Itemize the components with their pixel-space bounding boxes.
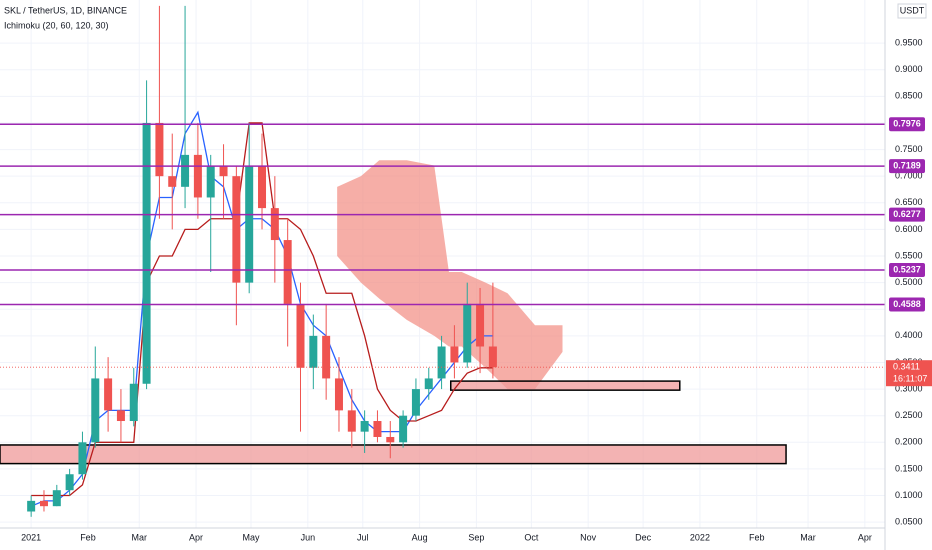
y-tick-label: 0.2000 [895,437,923,447]
x-tick-label: Feb [80,532,96,542]
last-price-label: 0.3411 [893,362,920,372]
x-tick-label: Apr [189,532,203,542]
candle-body [322,335,331,379]
candle-body [463,303,472,363]
candle-body [39,500,48,507]
level-label: 0.4588 [893,299,921,309]
last-price-box [886,360,932,387]
chart-title: SKL / TetherUS, 1D, BINANCE [4,5,127,15]
candle-body [78,442,87,475]
x-tick-label: Aug [412,532,428,542]
zone-box [449,380,681,391]
y-tick-label: 0.6500 [895,197,923,207]
x-tick-label: May [243,532,261,542]
candle-body [360,421,369,432]
candle-body [91,378,100,443]
candle-body [168,176,177,187]
x-tick-label: Feb [749,532,765,542]
y-tick-label: 0.8500 [895,91,923,101]
candle-body [116,410,125,422]
candle-body [27,500,36,512]
level-label: 0.5237 [893,264,921,274]
level-label: 0.6277 [893,209,921,219]
currency-box [897,3,927,19]
candle-body [104,378,113,411]
y-tick-label: 0.7000 [895,171,923,181]
x-tick-label: Apr [858,532,872,542]
candle-body [450,346,459,363]
level-label: 0.7976 [893,119,921,129]
level-label: 0.7189 [893,160,921,170]
zone-box [0,444,787,465]
level-label-box [889,207,925,222]
currency-label: USDT [900,5,925,15]
candle-body [245,165,254,283]
candle-body [258,165,267,209]
candle-body [283,240,292,304]
candle-body [411,389,420,416]
y-tick-label: 0.2500 [895,410,923,420]
countdown-label: 16:11:07 [893,374,927,384]
y-tick-label: 0.7500 [895,144,923,154]
candle-body [296,303,305,368]
candle-body [52,490,61,507]
level-label-box [889,263,925,278]
x-tick-label: 2021 [21,532,41,542]
candle-body [476,303,485,347]
x-tick-label: Mar [132,532,148,542]
y-tick-label: 0.1500 [895,463,923,473]
x-tick-label: Mar [800,532,816,542]
indicator-label: Ichimoku (20, 60, 120, 30) [4,20,109,30]
candle-body [399,415,408,443]
x-tick-label: Jun [301,532,316,542]
candle-body [373,421,382,437]
candle-body [437,346,446,379]
candle-body [129,383,138,422]
y-tick-label: 0.6000 [895,224,923,234]
x-tick-label: Nov [580,532,597,542]
candle-body [206,165,215,198]
candle-body [155,122,164,177]
y-tick-label: 0.1000 [895,490,923,500]
x-tick-label: Oct [524,532,539,542]
candle-body [181,154,190,187]
y-tick-label: 0.3000 [895,383,923,393]
x-tick-label: 2022 [690,532,710,542]
y-tick-label: 0.4000 [895,330,923,340]
x-tick-label: Jul [357,532,369,542]
x-tick-label: Sep [468,532,484,542]
candle-body [309,335,318,368]
y-tick-label: 0.0500 [895,517,923,527]
x-tick-label: Dec [635,532,652,542]
candle-body [424,378,433,390]
candle-body [334,378,343,411]
y-tick-label: 0.9500 [895,37,923,47]
candle-body [142,122,151,384]
y-tick-label: 0.5500 [895,250,923,260]
candle-body [347,410,356,432]
candle-body [65,474,74,491]
level-label-box [889,117,925,132]
candle-body [193,154,202,198]
plot-area [0,0,885,528]
candle-body [219,165,228,177]
candle-body [386,436,395,443]
level-label-box [889,297,925,312]
y-tick-label: 0.9000 [895,64,923,74]
level-label-box [889,159,925,174]
candle-body [232,176,241,283]
y-tick-label: 0.5000 [895,277,923,287]
ichimoku-cloud [337,160,563,390]
candle-body [488,346,497,368]
candle-body [270,208,279,241]
